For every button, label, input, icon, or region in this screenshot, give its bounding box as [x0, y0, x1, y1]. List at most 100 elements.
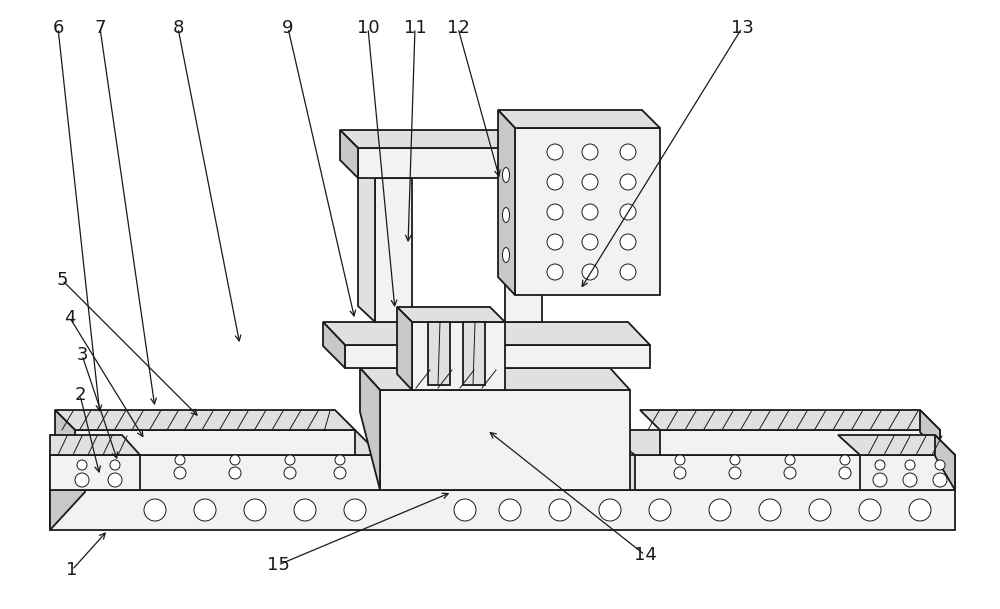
Circle shape	[873, 473, 887, 487]
Polygon shape	[55, 410, 75, 455]
Circle shape	[284, 467, 296, 479]
Ellipse shape	[503, 208, 510, 222]
Polygon shape	[463, 322, 485, 385]
Polygon shape	[935, 435, 955, 490]
Circle shape	[809, 499, 831, 521]
Polygon shape	[358, 162, 412, 178]
Polygon shape	[640, 410, 940, 430]
Circle shape	[582, 204, 598, 220]
Circle shape	[294, 499, 316, 521]
Circle shape	[935, 460, 945, 470]
Polygon shape	[375, 178, 412, 322]
Text: 14: 14	[634, 546, 656, 564]
Text: 10: 10	[357, 19, 379, 37]
Polygon shape	[340, 130, 545, 148]
Polygon shape	[488, 162, 542, 178]
Circle shape	[499, 499, 521, 521]
Polygon shape	[360, 368, 630, 390]
Circle shape	[785, 455, 795, 465]
Polygon shape	[397, 307, 505, 322]
Polygon shape	[515, 128, 660, 295]
Circle shape	[759, 499, 781, 521]
Text: 9: 9	[282, 19, 294, 37]
Polygon shape	[50, 430, 75, 490]
Circle shape	[895, 455, 905, 465]
Text: 13: 13	[731, 19, 753, 37]
Polygon shape	[412, 322, 505, 390]
Circle shape	[285, 455, 295, 465]
Circle shape	[110, 460, 120, 470]
Polygon shape	[360, 368, 380, 490]
Text: 15: 15	[267, 556, 289, 574]
Circle shape	[244, 499, 266, 521]
Polygon shape	[428, 322, 450, 385]
Circle shape	[174, 467, 186, 479]
Circle shape	[730, 455, 740, 465]
Circle shape	[194, 499, 216, 521]
Circle shape	[620, 234, 636, 250]
Polygon shape	[498, 110, 515, 295]
Text: 1: 1	[66, 561, 78, 579]
Circle shape	[933, 473, 947, 487]
Polygon shape	[635, 455, 955, 490]
Circle shape	[784, 467, 796, 479]
Polygon shape	[358, 162, 375, 322]
Ellipse shape	[503, 247, 510, 262]
Circle shape	[549, 499, 571, 521]
Polygon shape	[345, 345, 650, 368]
Polygon shape	[397, 307, 412, 390]
Polygon shape	[50, 455, 380, 490]
Circle shape	[582, 234, 598, 250]
Circle shape	[859, 499, 881, 521]
Polygon shape	[340, 130, 358, 178]
Polygon shape	[498, 110, 660, 128]
Text: 6: 6	[52, 19, 64, 37]
Ellipse shape	[503, 167, 510, 183]
Circle shape	[729, 467, 741, 479]
Circle shape	[620, 174, 636, 190]
Polygon shape	[505, 178, 542, 322]
Circle shape	[909, 499, 931, 521]
Polygon shape	[920, 410, 940, 455]
Polygon shape	[920, 430, 955, 490]
Circle shape	[547, 174, 563, 190]
Text: 11: 11	[404, 19, 426, 37]
Circle shape	[547, 264, 563, 280]
Polygon shape	[75, 430, 355, 455]
Circle shape	[144, 499, 166, 521]
Polygon shape	[55, 410, 355, 430]
Polygon shape	[380, 390, 630, 490]
Circle shape	[620, 144, 636, 160]
Polygon shape	[50, 435, 140, 455]
Polygon shape	[50, 455, 955, 490]
Polygon shape	[600, 430, 955, 455]
Circle shape	[229, 467, 241, 479]
Circle shape	[903, 473, 917, 487]
Circle shape	[620, 264, 636, 280]
Polygon shape	[50, 430, 380, 455]
Text: 7: 7	[94, 19, 106, 37]
Text: 2: 2	[74, 386, 86, 404]
Polygon shape	[660, 430, 940, 455]
Circle shape	[840, 455, 850, 465]
Circle shape	[125, 455, 135, 465]
Circle shape	[620, 204, 636, 220]
Circle shape	[894, 467, 906, 479]
Circle shape	[175, 455, 185, 465]
Polygon shape	[323, 322, 650, 345]
Circle shape	[675, 455, 685, 465]
Text: 4: 4	[64, 309, 76, 327]
Polygon shape	[358, 148, 545, 178]
Circle shape	[649, 499, 671, 521]
Circle shape	[75, 473, 89, 487]
Circle shape	[709, 499, 731, 521]
Text: 3: 3	[76, 346, 88, 364]
Polygon shape	[323, 322, 345, 368]
Circle shape	[108, 473, 122, 487]
Circle shape	[582, 264, 598, 280]
Circle shape	[124, 467, 136, 479]
Circle shape	[599, 499, 621, 521]
Circle shape	[905, 460, 915, 470]
Circle shape	[344, 499, 366, 521]
Text: 8: 8	[172, 19, 184, 37]
